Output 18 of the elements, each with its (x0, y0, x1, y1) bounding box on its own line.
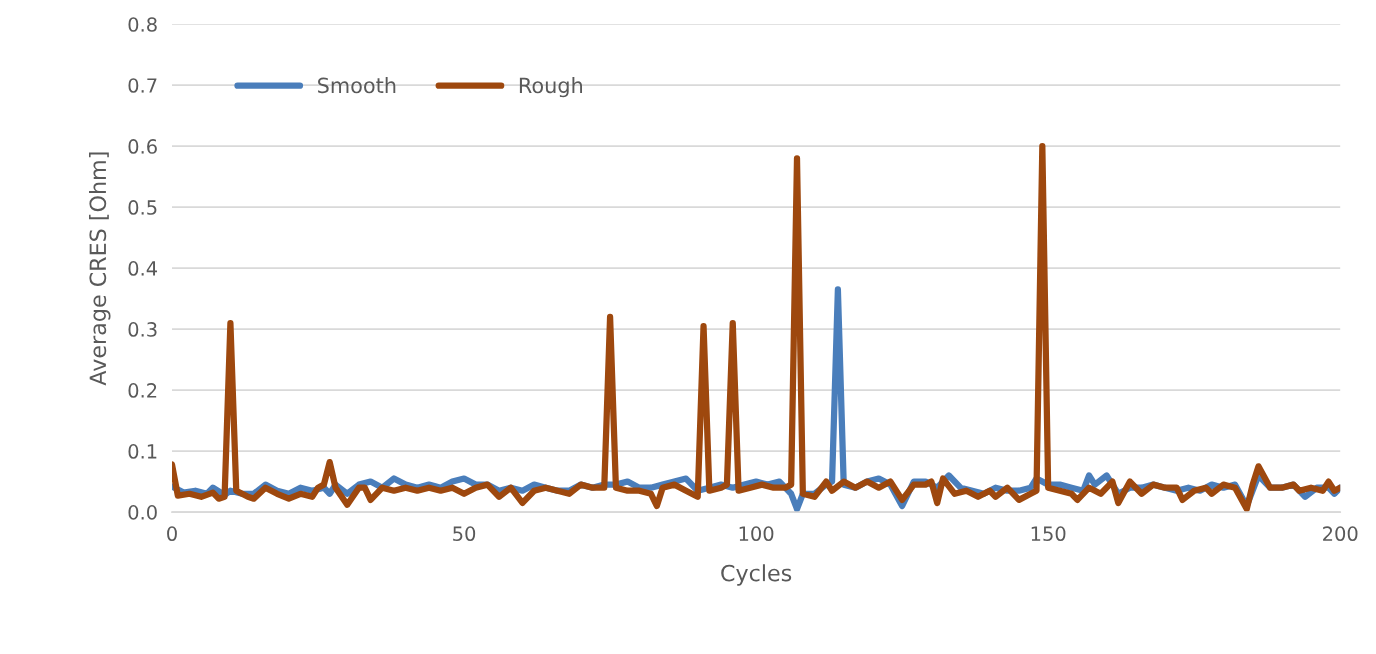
y-tick-label: 0.4 (128, 261, 158, 276)
y-tick-label: 0.6 (128, 139, 157, 154)
legend-label: Rough (519, 77, 583, 98)
x-axis-title: Cycles (721, 564, 792, 586)
x-tick-label: 0 (167, 526, 177, 542)
y-tick-label: 0.5 (128, 200, 157, 215)
x-tick-label: 100 (739, 526, 774, 542)
x-tick-label: 50 (453, 526, 476, 542)
y-axis-title: Average CRES [Ohm] (89, 152, 111, 386)
y-tick-label: 0.3 (128, 322, 157, 337)
y-tick-label: 0.2 (128, 383, 157, 398)
x-tick-label: 200 (1323, 526, 1358, 542)
y-tick-label: 0.1 (128, 444, 157, 459)
y-tick-label: 0.7 (128, 78, 157, 93)
legend-label: Smooth (318, 77, 396, 94)
y-tick-label: 0.8 (128, 17, 157, 32)
y-tick-label: 0.0 (128, 505, 157, 520)
x-tick-label: 150 (1031, 526, 1066, 542)
